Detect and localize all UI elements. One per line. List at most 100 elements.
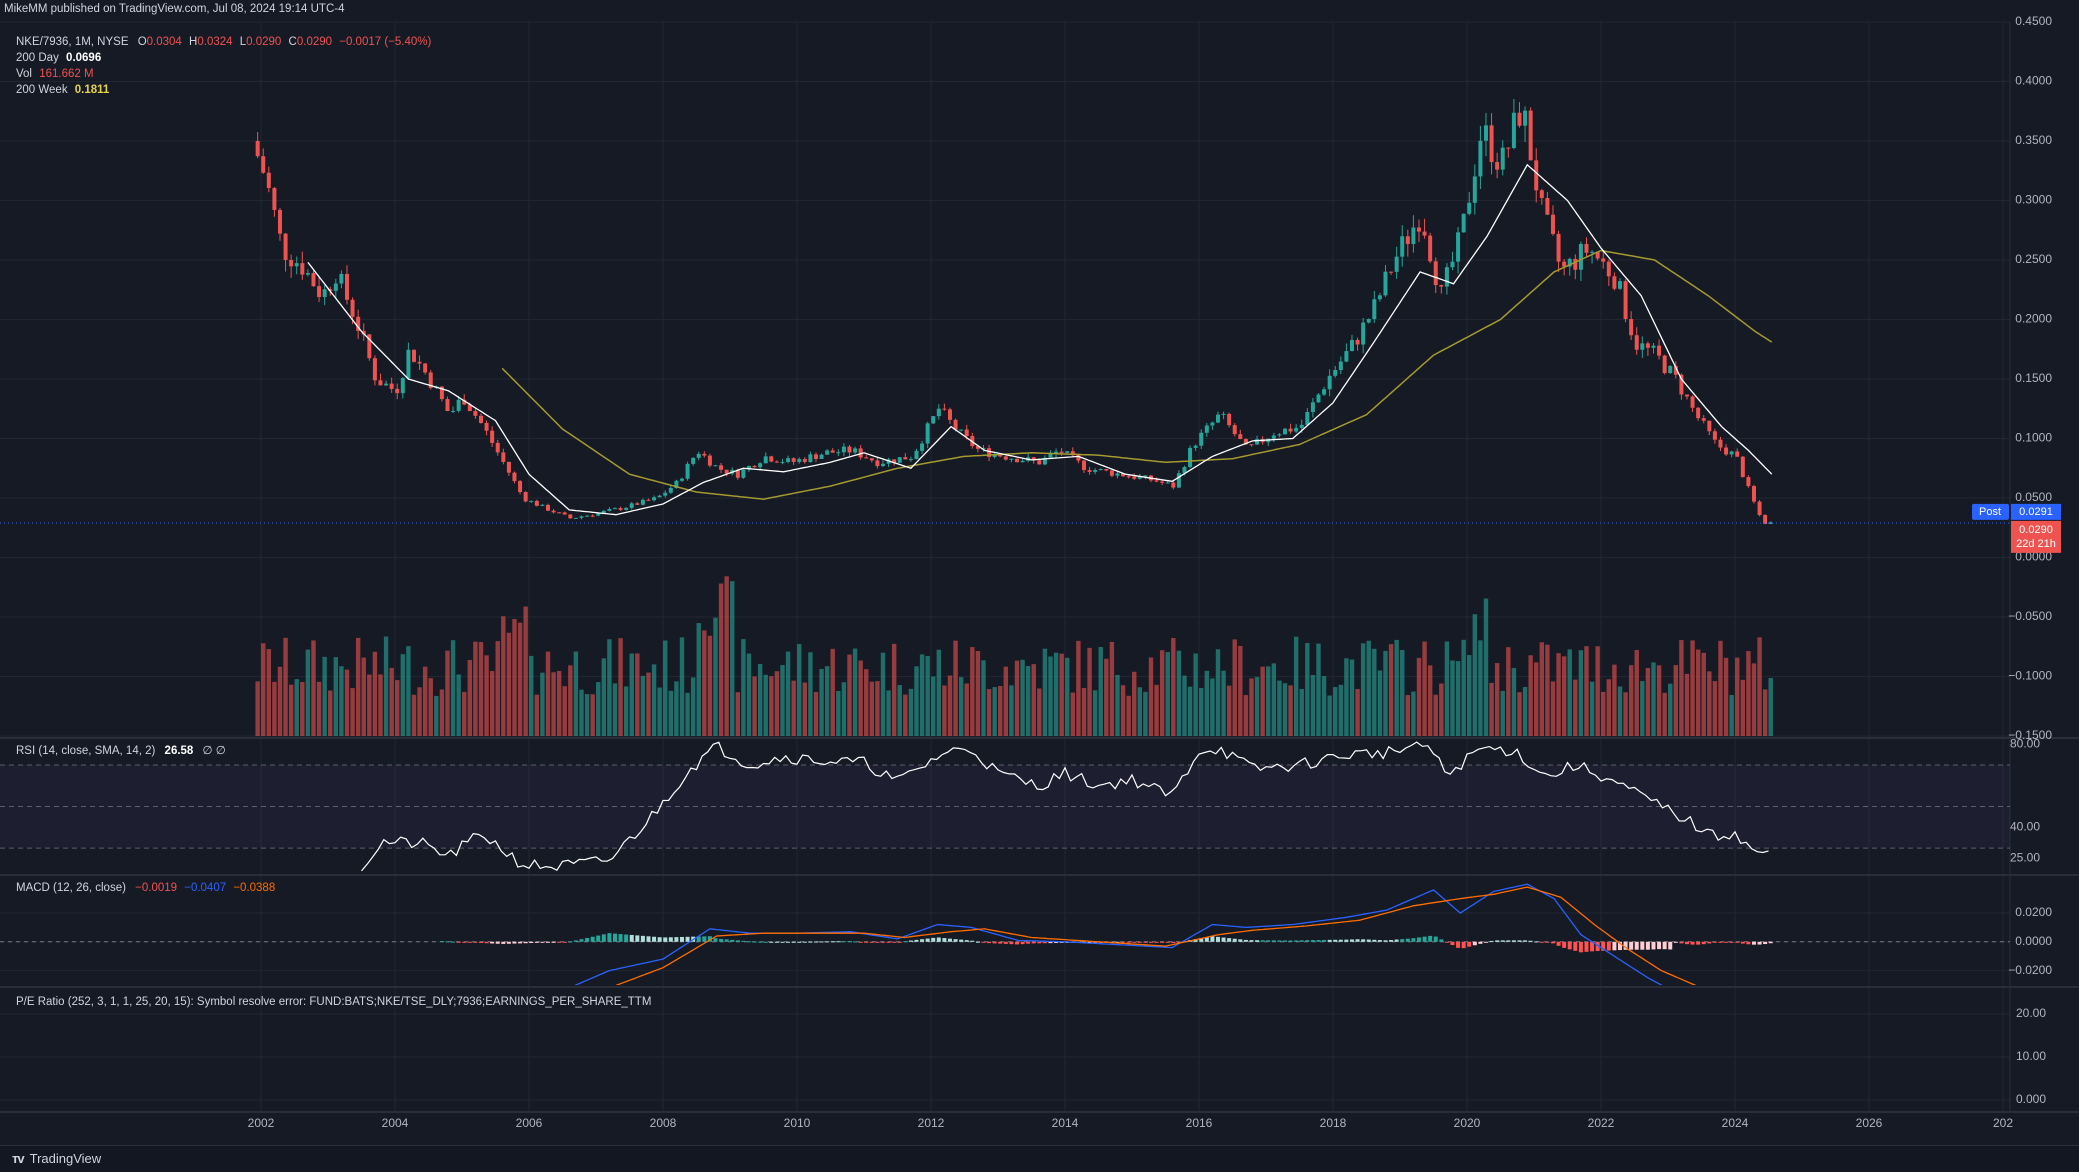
- macd-legend[interactable]: MACD (12, 26, close) −0.0019 −0.0407 −0.…: [16, 880, 275, 896]
- pe-error-text: P/E Ratio (252, 3, 1, 1, 25, 20, 15): Sy…: [16, 996, 652, 1008]
- volume-bar: [998, 686, 1003, 736]
- candle-body: [1500, 147, 1505, 170]
- candle-body: [579, 516, 584, 518]
- candle-body: [1617, 281, 1622, 289]
- volume-bar: [713, 617, 718, 736]
- macd-histogram-bar: [1757, 941, 1762, 945]
- macd-histogram-bar: [1305, 940, 1310, 942]
- macd-histogram-bar: [1137, 941, 1142, 943]
- macd-tick-label: 0.0000: [2015, 934, 2052, 948]
- volume-bar: [808, 652, 813, 736]
- candle-body: [545, 504, 550, 511]
- candle-body: [786, 458, 791, 462]
- volume-bar: [350, 688, 355, 736]
- candle-body: [1349, 339, 1354, 352]
- macd-histogram-bar: [1539, 941, 1544, 943]
- candle-body: [618, 508, 623, 510]
- rsi-legend[interactable]: RSI (14, close, SMA, 14, 2) 26.58 ∅ ∅: [16, 743, 226, 759]
- main-legend[interactable]: NKE/7936, 1M, NYSE O0.0304 H0.0324 L0.02…: [16, 34, 431, 50]
- macd-histogram-bar: [724, 939, 729, 942]
- macd-histogram-bar: [456, 941, 461, 943]
- volume-bar: [1684, 673, 1690, 736]
- price-tick-label: 0.3500: [2015, 133, 2052, 147]
- candle-body: [445, 399, 450, 412]
- volume-bar: [439, 689, 445, 736]
- candle-body: [490, 430, 495, 443]
- macd-histogram-bar: [551, 941, 556, 943]
- macd-histogram-bar: [741, 940, 746, 942]
- macd-histogram-bar: [1612, 941, 1617, 951]
- volume-bar: [824, 666, 830, 736]
- macd-histogram-bar: [992, 941, 997, 944]
- volume-bar: [1333, 687, 1338, 736]
- candle-body: [328, 289, 333, 291]
- volume-bar: [1377, 670, 1383, 736]
- volume-bar: [830, 648, 835, 736]
- volume-bar: [1617, 686, 1623, 736]
- volume-bar: [1439, 683, 1444, 736]
- pe-legend[interactable]: P/E Ratio (252, 3, 1, 1, 25, 20, 15): Sy…: [16, 994, 651, 1010]
- volume-bar: [339, 666, 344, 736]
- candle-body: [1037, 460, 1042, 465]
- macd-pane: [0, 883, 2010, 985]
- volume-bar: [1053, 652, 1059, 736]
- macd-histogram-bar: [1729, 941, 1734, 943]
- volume-bar: [657, 687, 662, 736]
- macd-histogram-bar: [1707, 941, 1712, 944]
- macd-histogram-bar: [774, 941, 779, 943]
- ma200week-legend[interactable]: 200 Week 0.1811: [16, 82, 109, 98]
- volume-bar: [261, 643, 266, 736]
- volume-legend[interactable]: Vol 161.662 M: [16, 66, 94, 82]
- macd-histogram-bar: [897, 941, 902, 943]
- candle-body: [1299, 424, 1304, 428]
- macd-histogram-bar: [1255, 940, 1260, 942]
- candle-body: [836, 452, 841, 454]
- volume-bar: [1081, 687, 1087, 736]
- volume-bar: [1394, 639, 1399, 736]
- low-value: 0.0290: [246, 36, 282, 48]
- candle-body: [674, 480, 679, 489]
- candle-body: [417, 361, 422, 364]
- macd-histogram-bar: [1361, 939, 1366, 942]
- candle-body: [1584, 243, 1589, 253]
- volume-bars: [255, 576, 1773, 736]
- macd-histogram-bar: [1578, 941, 1583, 953]
- macd-histogram-bar: [914, 939, 919, 942]
- candle-body: [1098, 469, 1103, 471]
- volume-bar: [1327, 695, 1332, 736]
- candle-body: [819, 454, 824, 459]
- volume-bar: [361, 657, 366, 736]
- tradingview-brand[interactable]: ᴛᴠ TradingView: [12, 1151, 101, 1166]
- macd-histogram-bar: [875, 941, 880, 943]
- volume-bar: [383, 636, 389, 736]
- ma200day-legend[interactable]: 200 Day 0.0696: [16, 50, 101, 66]
- volume-bar: [1360, 643, 1366, 736]
- macd-histogram-bar: [841, 941, 846, 943]
- volume-bar: [1159, 650, 1165, 736]
- volume-bar: [1154, 684, 1159, 736]
- volume-bar: [283, 637, 288, 736]
- candle-body: [1109, 470, 1114, 476]
- candle-body: [1121, 473, 1126, 477]
- volume-bar: [1751, 663, 1757, 736]
- candle-body: [518, 481, 523, 493]
- candle-body: [1768, 522, 1773, 524]
- volume-bar: [411, 694, 417, 736]
- volume-bar: [858, 660, 863, 736]
- volume-bar: [1037, 688, 1042, 736]
- candle-body: [1612, 276, 1617, 289]
- macd-histogram-bar: [1640, 941, 1645, 950]
- candle-body: [780, 461, 785, 463]
- candle-body: [652, 497, 657, 501]
- volume-bar: [1494, 663, 1500, 736]
- volume-bar: [1640, 681, 1645, 736]
- macd-histogram-bar: [523, 941, 528, 944]
- candle-body: [557, 512, 562, 514]
- candle-body: [1657, 345, 1662, 356]
- macd-value: −0.0407: [184, 882, 227, 894]
- macd-histogram-bar: [1020, 941, 1025, 945]
- volume-bar: [836, 690, 841, 736]
- macd-histogram-bar: [746, 941, 751, 943]
- candle-body: [534, 500, 539, 506]
